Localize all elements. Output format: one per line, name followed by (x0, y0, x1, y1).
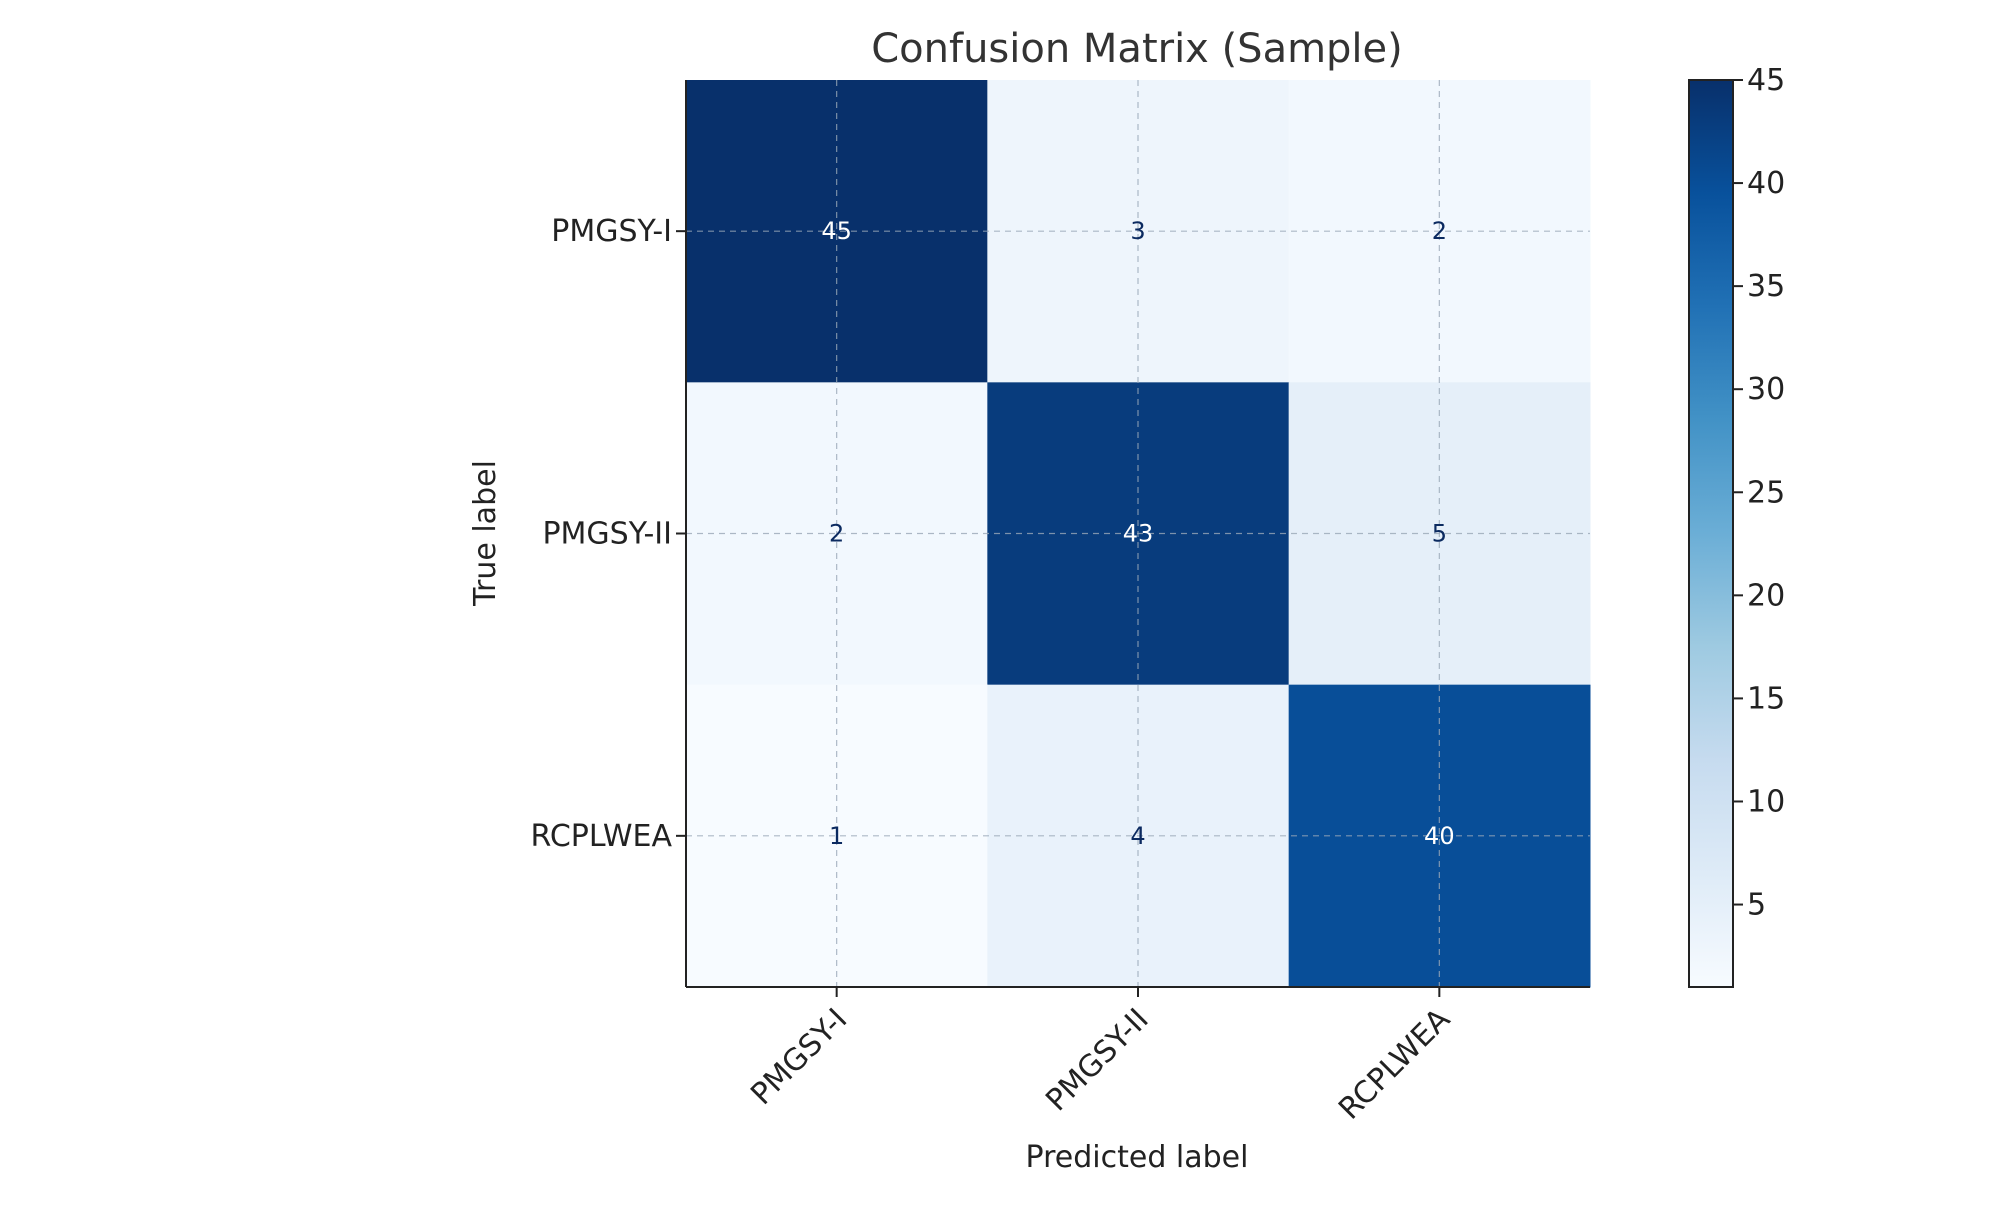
x-tick-label: RCPLWEA (1332, 1002, 1457, 1127)
y-tick-label: PMGSY-II (542, 517, 672, 552)
cell-value-label: 2 (829, 520, 844, 548)
x-tick-label: PMGSY-I (744, 1002, 854, 1112)
chart-title: Confusion Matrix (Sample) (871, 26, 1403, 72)
cell-value-label: 1 (829, 822, 844, 850)
heatmap-cell (686, 684, 988, 988)
y-axis-ticks: PMGSY-I PMGSY-II RCPLWEA (531, 214, 686, 854)
colorbar-tick-label: 20 (1747, 578, 1785, 613)
y-tick-label: RCPLWEA (531, 819, 673, 854)
gridlines (686, 80, 1590, 987)
colorbar-tick-label: 25 (1747, 475, 1785, 510)
x-tick-label: PMGSY-II (1039, 1002, 1155, 1118)
heatmap-cell (686, 80, 988, 383)
colorbar-ticks: 5 10 15 20 25 30 35 40 45 (1733, 63, 1785, 923)
colorbar-tick-label: 15 (1747, 681, 1785, 716)
cell-value-label: 4 (1130, 822, 1145, 850)
cell-value-labels: 45 3 2 2 43 5 1 4 40 (821, 217, 1454, 850)
cell-value-label: 3 (1130, 217, 1145, 245)
cell-value-label: 45 (821, 217, 852, 245)
cell-value-label: 2 (1432, 217, 1447, 245)
cell-value-label: 40 (1424, 822, 1455, 850)
colorbar-tick-label: 30 (1747, 372, 1785, 407)
colorbar-tick-label: 45 (1747, 63, 1785, 98)
colorbar-tick-label: 35 (1747, 269, 1785, 304)
cell-value-label: 43 (1123, 520, 1154, 548)
x-axis-label: Predicted label (1026, 1140, 1249, 1175)
y-axis-label: True label (468, 460, 503, 607)
colorbar-tick-label: 5 (1747, 888, 1766, 923)
colorbar-gradient (1688, 79, 1734, 988)
cell-value-label: 5 (1432, 520, 1447, 548)
colorbar: 5 10 15 20 25 30 35 40 45 (1688, 63, 1785, 988)
x-axis-ticks: PMGSY-I PMGSY-II RCPLWEA (744, 987, 1457, 1127)
colorbar-tick-label: 10 (1747, 784, 1785, 819)
y-tick-label: PMGSY-I (551, 214, 672, 249)
colorbar-tick-label: 40 (1747, 166, 1785, 201)
